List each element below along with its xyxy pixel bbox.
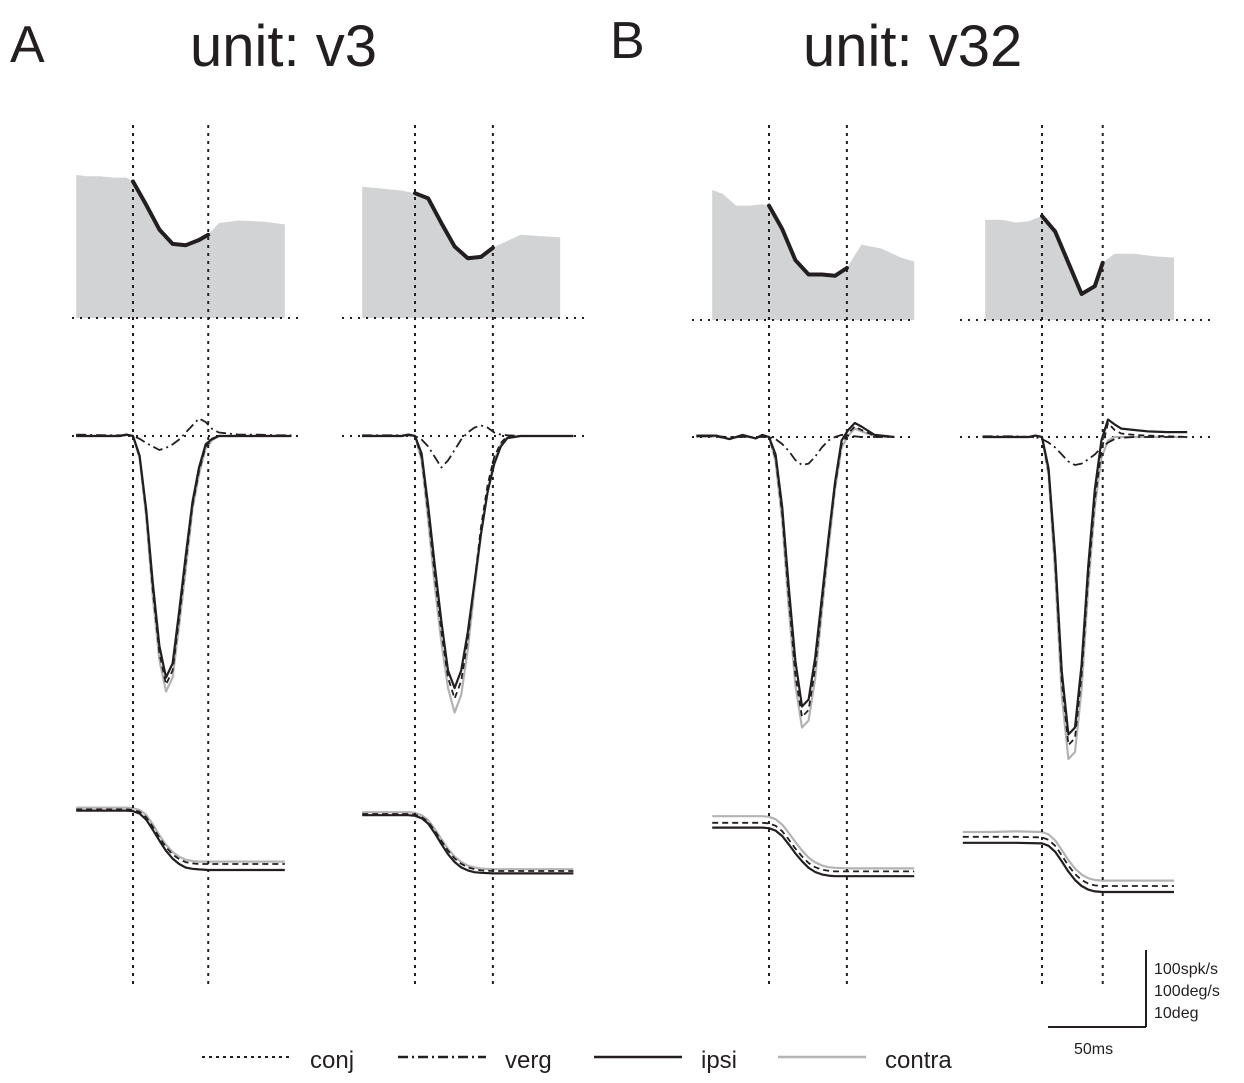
firing-rate-area [712,190,915,320]
legend-label-contra: contra [885,1047,952,1074]
scale-label-position: 10deg [1154,1005,1199,1022]
firing-rate-area [362,186,561,318]
position-ipsi-line [962,841,1174,894]
position-contra-line [76,806,285,863]
scale-label-spikes: 100spk/s [1154,961,1218,978]
position-conj-line [362,813,574,872]
velocity-conj-line [982,422,1188,746]
subplot-2 [342,125,590,985]
velocity-contra-line [696,427,895,729]
legend-label-conj: conj [310,1047,354,1074]
scale-bar: 100spk/s 100deg/s 10deg 50ms [1048,950,1220,1058]
firing-rate-saccade-line [131,179,211,248]
position-contra-line [362,811,574,871]
scale-label-time: 50ms [1074,1041,1113,1058]
position-conj-line [962,835,1174,887]
velocity-ipsi-line [76,433,292,679]
velocity-conj-line [696,425,895,718]
velocity-contra-line [362,433,574,714]
panel-title-b: unit: v32 [803,14,1022,79]
legend-label-verg: verg [505,1047,552,1074]
velocity-conj-line [76,433,292,686]
position-ipsi-line [76,809,285,872]
velocity-verg-line [362,424,574,469]
firing-rate-area [985,216,1174,320]
firing-rate-saccade-line [1040,214,1105,296]
panel-title-a: unit: v3 [190,14,377,79]
plots [72,125,1214,985]
scale-label-velocity: 100deg/s [1154,983,1220,1000]
position-ipsi-line [712,826,915,878]
velocity-contra-line [982,434,1188,761]
panel-titles: A unit: v3 B unit: v32 [10,12,1022,79]
velocity-verg-line [982,435,1188,466]
subplot-1 [72,125,302,985]
subplot-4 [960,125,1214,985]
legend: conj verg ipsi contra [202,1047,952,1074]
position-contra-line [712,815,915,870]
legend-label-ipsi: ipsi [701,1047,737,1074]
panel-letter-a: A [10,16,45,74]
firing-rate-saccade-line [413,191,495,261]
velocity-ipsi-line [982,418,1188,736]
velocity-ipsi-line [696,421,895,708]
position-conj-line [712,821,915,873]
position-contra-line [962,830,1174,882]
subplot-3 [692,125,915,985]
velocity-ipsi-line [362,433,574,690]
velocity-verg-line [76,417,292,451]
velocity-conj-line [362,433,574,700]
position-conj-line [76,808,285,865]
firing-rate-saccade-line [767,203,849,278]
panel-letter-b: B [610,12,645,70]
